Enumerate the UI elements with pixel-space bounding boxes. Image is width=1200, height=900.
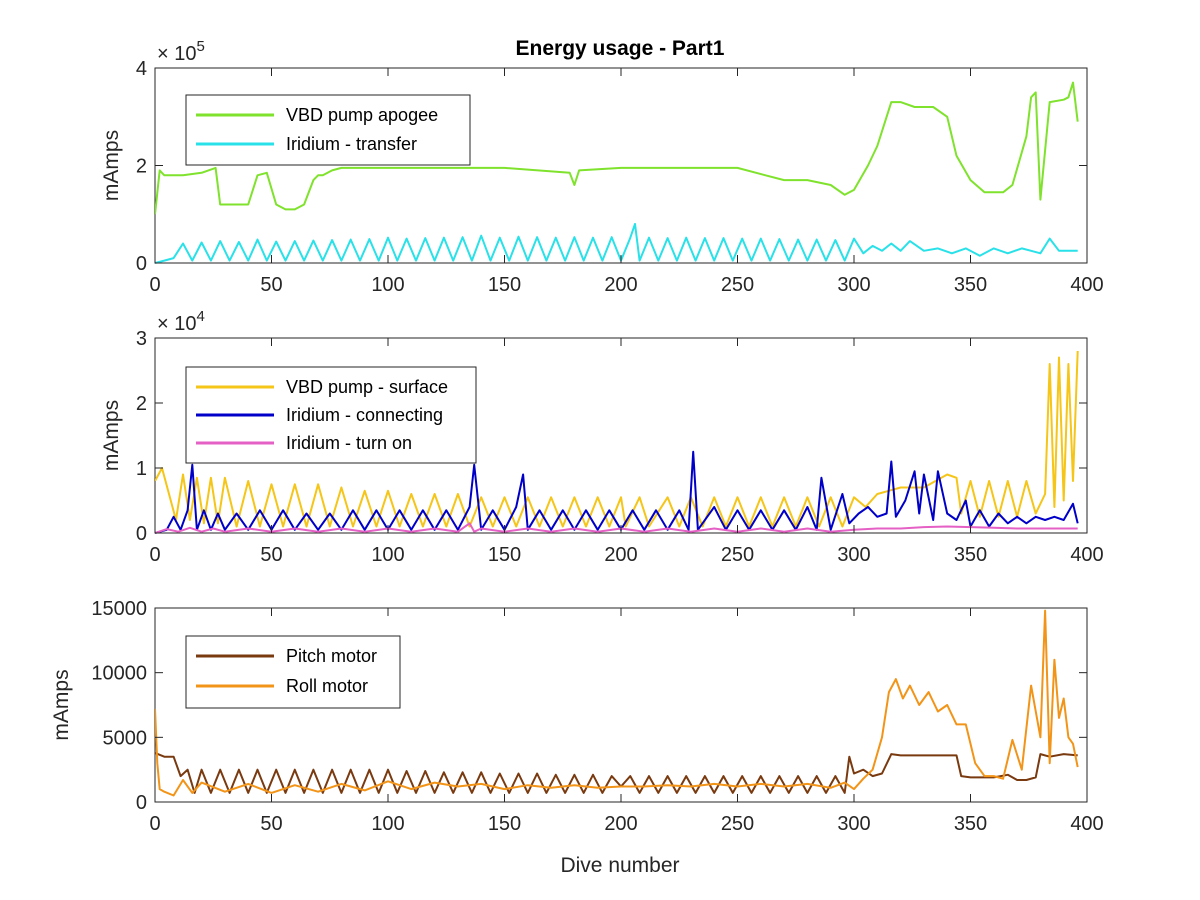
legend: VBD pump apogee Iridium - transfer: [185, 94, 471, 166]
y-tick-label: 4: [136, 58, 147, 80]
legend-entry-label: Roll motor: [286, 676, 368, 696]
legend-box: [185, 94, 471, 166]
y-tick-label: 0: [136, 253, 147, 275]
y-tick-label: 5000: [103, 727, 148, 749]
y-axis-label: mAmps: [100, 130, 123, 201]
series-group: [155, 81, 1079, 264]
x-tick-label: 150: [488, 544, 521, 566]
y-tick-label: 1: [136, 458, 147, 480]
y-tick-label: 15000: [91, 598, 147, 620]
y-tick-label: 3: [136, 328, 147, 350]
series-group: [155, 350, 1079, 534]
legend: VBD pump - surface Iridium - connecting Ir…: [185, 366, 477, 464]
x-tick-label: 100: [371, 274, 404, 296]
series-line-iridium-turn-on: [155, 522, 1078, 534]
x-tick-label: 100: [371, 544, 404, 566]
x-tick-label: 250: [721, 274, 754, 296]
y-tick-label: 2: [136, 393, 147, 415]
figure-title: Energy usage - Part1: [516, 37, 725, 60]
x-tick-label: 400: [1070, 813, 1103, 835]
legend-entry-label: Iridium - connecting: [286, 405, 443, 425]
panel-3: 0 50 100 150 200 250 300 350 400 0 5000 10000 15000 m…: [50, 598, 1104, 835]
x-tick-label: 250: [721, 813, 754, 835]
x-tick-label: 400: [1070, 544, 1103, 566]
x-tick-label: 300: [837, 544, 870, 566]
series-line-vbd-pump-apogee: [155, 81, 1079, 215]
series-group: [155, 609, 1079, 797]
legend-entry-label: Iridium - transfer: [286, 134, 417, 154]
series-line-roll-motor: [155, 609, 1079, 797]
legend-entry-label: Iridium - turn on: [286, 433, 412, 453]
y-tick-label: 10000: [91, 663, 147, 685]
x-tick-label: 0: [149, 544, 160, 566]
x-tick-label: 200: [604, 813, 637, 835]
x-tick-label: 350: [954, 544, 987, 566]
x-tick-label: 400: [1070, 274, 1103, 296]
x-tick-label: 350: [954, 274, 987, 296]
series-line-iridium-transfer: [155, 223, 1078, 264]
y-axis-label: mAmps: [50, 669, 73, 740]
x-tick-label: 100: [371, 813, 404, 835]
x-tick-label: 50: [260, 813, 282, 835]
y-tick-label: 0: [136, 792, 147, 814]
y-axis-label: mAmps: [100, 400, 123, 471]
legend-entry-label: Pitch motor: [286, 646, 377, 666]
x-tick-label: 200: [604, 544, 637, 566]
x-tick-label: 0: [149, 813, 160, 835]
x-tick-label: 300: [837, 274, 870, 296]
y-tick-label: 2: [136, 156, 147, 178]
y-tick-label: 0: [136, 523, 147, 545]
series-line-iridium-connecting: [155, 450, 1079, 534]
x-tick-label: 350: [954, 813, 987, 835]
x-tick-label: 50: [260, 544, 282, 566]
x-tick-label: 300: [837, 813, 870, 835]
series-line-pitch-motor: [155, 751, 1078, 794]
x-tick-label: 0: [149, 274, 160, 296]
x-tick-label: 200: [604, 274, 637, 296]
series-line-vbd-pump-surface: [155, 350, 1079, 528]
y-exponent-power: 5: [196, 38, 204, 55]
legend: Pitch motor Roll motor: [185, 635, 401, 709]
x-tick-label: 250: [721, 544, 754, 566]
x-axis-label: Dive number: [560, 854, 679, 877]
legend-entry-label: VBD pump apogee: [286, 105, 438, 125]
legend-entry-label: VBD pump - surface: [286, 377, 448, 397]
legend-box: [185, 635, 401, 709]
x-tick-label: 50: [260, 274, 282, 296]
x-tick-label: 150: [488, 813, 521, 835]
y-exponent-power: 4: [196, 308, 204, 325]
x-tick-label: 150: [488, 274, 521, 296]
legend-box: [185, 366, 477, 464]
